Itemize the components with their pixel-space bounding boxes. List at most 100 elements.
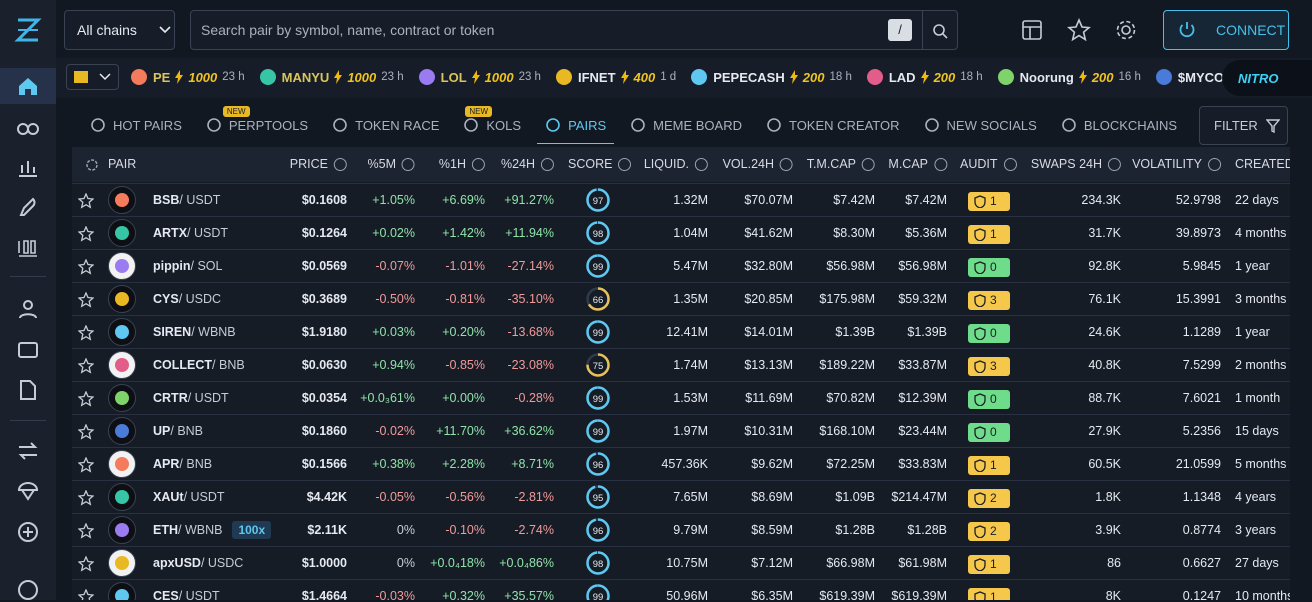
audit-badge[interactable]: 0	[968, 258, 1010, 277]
table-row[interactable]: XAUt/ USDT$4.42K-0.05%-0.56%-2.81%957.65…	[72, 480, 1290, 513]
column-header[interactable]: SCORE	[568, 147, 631, 182]
cell-created: 3 months	[1235, 283, 1286, 316]
ticker-item[interactable]: PEPECASH20018 h	[690, 68, 852, 86]
leverage-badge: 100x	[232, 521, 271, 539]
ticker-item[interactable]: LAD20018 h	[866, 68, 983, 86]
cell-created: 15 days	[1235, 415, 1279, 448]
nav-wallet[interactable]	[16, 338, 40, 362]
ticker-item[interactable]: PE100023 h	[130, 68, 245, 86]
favorite-star[interactable]	[78, 523, 94, 539]
favorite-star[interactable]	[78, 490, 94, 506]
tab[interactable]: TOKEN CREATOR	[766, 106, 900, 144]
bolt-icon	[472, 70, 480, 84]
column-header[interactable]: PAIR	[108, 147, 136, 182]
nav-100[interactable]	[16, 237, 40, 259]
ticker-item[interactable]: Noorung20016 h	[997, 68, 1141, 86]
nav-profile[interactable]	[16, 297, 40, 321]
nitro-badge[interactable]: NITRO	[1222, 60, 1312, 96]
table-row[interactable]: COLLECT/ BNB$0.0630+0.94%-0.85%-23.08%75…	[72, 348, 1290, 381]
nav-airdrop[interactable]	[16, 480, 40, 504]
nav-globe[interactable]	[16, 578, 40, 602]
audit-badge[interactable]: 1	[968, 192, 1010, 211]
cell-price: $1.9180	[302, 316, 347, 349]
settings-button[interactable]	[1115, 19, 1137, 41]
nav-swap[interactable]	[16, 440, 40, 462]
nav-charts[interactable]	[16, 156, 40, 178]
pair-name: CES/ USDT	[153, 580, 220, 600]
table-row[interactable]: APR/ BNB$0.1566+0.38%+2.28%+8.71%96457.3…	[72, 447, 1290, 480]
column-header-label: PRICE	[290, 147, 328, 182]
tab[interactable]: HOT PAIRS	[90, 106, 182, 144]
audit-badge[interactable]: 0	[968, 324, 1010, 343]
connect-button[interactable]: CONNECT	[1163, 10, 1289, 50]
table-row[interactable]: SIREN/ WBNB$1.9180+0.03%+0.20%-13.68%991…	[72, 315, 1290, 348]
column-header[interactable]: AUDIT	[960, 147, 1017, 182]
table-row[interactable]: UP/ BNB$0.1860-0.02%+11.70%+36.62%991.97…	[72, 414, 1290, 447]
ticker-item[interactable]: MANYU100023 h	[259, 68, 404, 86]
layout-button[interactable]	[1021, 19, 1043, 41]
favorite-star[interactable]	[78, 259, 94, 275]
column-header[interactable]: CREATED	[1235, 147, 1290, 182]
favorite-star[interactable]	[78, 589, 94, 600]
favorite-star[interactable]	[78, 325, 94, 341]
column-header[interactable]: T.M.CAP	[807, 147, 875, 182]
nav-add[interactable]	[16, 520, 40, 544]
cell-ch5m: +0.03%	[372, 316, 415, 349]
tab[interactable]: MEME BOARD	[630, 106, 742, 144]
ticker-item[interactable]: LOL100023 h	[418, 68, 541, 86]
favorite-star[interactable]	[78, 457, 94, 473]
table-row[interactable]: pippin/ SOL$0.0569-0.07%-1.01%-27.14%995…	[72, 249, 1290, 282]
favorite-star[interactable]	[78, 424, 94, 440]
table-row[interactable]: CRTR/ USDT$0.0354+0.0₃61%+0.00%-0.28%991…	[72, 381, 1290, 414]
audit-badge[interactable]: 1	[968, 456, 1010, 475]
tab[interactable]: PAIRS	[545, 106, 606, 144]
column-header[interactable]: M.CAP	[888, 147, 947, 182]
column-header[interactable]: PRICE	[290, 147, 347, 182]
tab[interactable]: PERPTOOLSNEW	[206, 106, 308, 144]
favorite-star[interactable]	[78, 292, 94, 308]
favorite-star[interactable]	[78, 193, 94, 209]
audit-badge[interactable]: 0	[968, 423, 1010, 442]
column-header[interactable]: LIQUID.	[644, 147, 708, 182]
filter-button[interactable]: FILTER	[1199, 106, 1288, 145]
table-row[interactable]: ARTX/ USDT$0.1264+0.02%+1.42%+11.94%981.…	[72, 216, 1290, 249]
nav-home[interactable]	[16, 75, 40, 97]
nav-explore[interactable]	[16, 116, 40, 138]
audit-badge[interactable]: 2	[968, 522, 1010, 541]
audit-badge[interactable]: 1	[968, 555, 1010, 574]
tab[interactable]: KOLSNEW	[463, 106, 521, 144]
nav-docs[interactable]	[16, 378, 40, 402]
tab[interactable]: NEW SOCIALS	[924, 106, 1037, 144]
logo	[14, 16, 42, 44]
chain-select[interactable]: All chains	[64, 10, 175, 50]
audit-badge[interactable]: 1	[968, 225, 1010, 244]
audit-badge[interactable]: 1	[968, 588, 1010, 600]
ticker-item[interactable]: IFNET4001 d	[555, 68, 676, 86]
search-box[interactable]: Search pair by symbol, name, contract or…	[190, 10, 958, 50]
favorite-star[interactable]	[78, 358, 94, 374]
table-row[interactable]: CYS/ USDC$0.3689-0.50%-0.81%-35.10%661.3…	[72, 282, 1290, 315]
favorite-star[interactable]	[78, 556, 94, 572]
tab[interactable]: BLOCKCHAINS	[1061, 106, 1177, 144]
nav-launch[interactable]	[16, 196, 40, 220]
table-row[interactable]: CES/ USDT$1.4664-0.03%+0.32%+35.57%9950.…	[72, 579, 1290, 600]
favorite-star[interactable]	[78, 226, 94, 242]
column-header[interactable]: SWAPS 24H	[1031, 147, 1121, 182]
column-header[interactable]: %5M	[368, 147, 415, 182]
table-row[interactable]: BSB/ USDT$0.1608+1.05%+6.69%+91.27%971.3…	[72, 183, 1290, 216]
ticker-filter[interactable]	[66, 64, 119, 90]
audit-badge[interactable]: 3	[968, 357, 1010, 376]
tab[interactable]: TOKEN RACE	[332, 106, 439, 144]
column-header[interactable]: %24H	[501, 147, 554, 182]
column-header[interactable]: %1H	[439, 147, 485, 182]
column-header[interactable]: VOL.24H	[723, 147, 793, 182]
table-row[interactable]: apxUSD/ USDC$1.00000%+0.0₄18%+0.0₄86%981…	[72, 546, 1290, 579]
audit-badge[interactable]: 3	[968, 291, 1010, 310]
table-row[interactable]: ETH/ WBNB100x$2.11K0%-0.10%-2.74%969.79M…	[72, 513, 1290, 546]
audit-badge[interactable]: 0	[968, 390, 1010, 409]
audit-badge[interactable]: 2	[968, 489, 1010, 508]
favorite-star[interactable]	[78, 391, 94, 407]
ticker-item[interactable]: $MYCO2001 d	[1155, 68, 1230, 86]
favorites-button[interactable]	[1067, 18, 1091, 42]
column-header[interactable]: VOLATILITY	[1132, 147, 1221, 182]
